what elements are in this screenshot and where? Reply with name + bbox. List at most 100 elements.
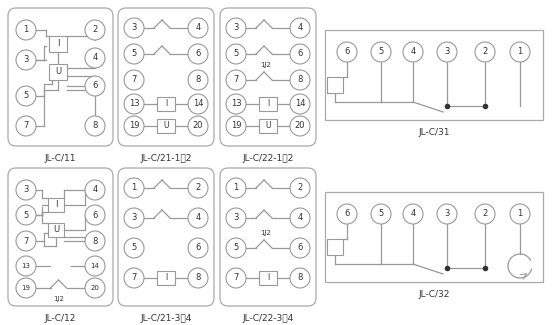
Text: 6: 6 [298, 243, 302, 253]
Text: 3: 3 [444, 210, 450, 218]
Text: 5: 5 [132, 49, 137, 58]
Text: 20: 20 [91, 285, 100, 291]
Bar [48, 198, 64, 212]
Text: 1J2: 1J2 [53, 296, 64, 302]
Circle shape [226, 178, 246, 198]
Circle shape [337, 42, 357, 62]
Circle shape [226, 268, 246, 288]
Circle shape [124, 94, 144, 114]
Text: 6: 6 [195, 49, 201, 58]
Text: 1: 1 [132, 184, 137, 192]
Text: U: U [265, 122, 271, 131]
Circle shape [124, 268, 144, 288]
Circle shape [290, 18, 310, 38]
Text: 1: 1 [518, 47, 523, 57]
FancyBboxPatch shape [118, 8, 214, 146]
FancyBboxPatch shape [8, 168, 113, 306]
Circle shape [85, 20, 105, 40]
FancyBboxPatch shape [220, 8, 316, 146]
Bar [325, 192, 543, 282]
Circle shape [290, 208, 310, 228]
Text: 2: 2 [482, 210, 488, 218]
Circle shape [290, 116, 310, 136]
Text: 14: 14 [193, 99, 204, 109]
Bar [49, 36, 67, 52]
Bar [327, 239, 343, 255]
Text: 7: 7 [233, 75, 239, 84]
Circle shape [226, 94, 246, 114]
Text: 6: 6 [195, 243, 201, 253]
FancyBboxPatch shape [220, 168, 316, 306]
Text: 4: 4 [410, 47, 416, 57]
Circle shape [124, 238, 144, 258]
Circle shape [85, 180, 105, 200]
Text: 1: 1 [23, 25, 29, 34]
Circle shape [16, 50, 36, 70]
Bar [259, 271, 277, 285]
Circle shape [16, 86, 36, 106]
Text: 14: 14 [295, 99, 305, 109]
Circle shape [226, 238, 246, 258]
Circle shape [290, 70, 310, 90]
Circle shape [226, 208, 246, 228]
Text: 5: 5 [23, 92, 29, 100]
Text: 13: 13 [22, 263, 30, 269]
Circle shape [226, 44, 246, 64]
Text: 4: 4 [92, 186, 98, 194]
Bar [327, 77, 343, 93]
Text: 7: 7 [233, 274, 239, 282]
Circle shape [16, 116, 36, 136]
Text: 19: 19 [22, 285, 30, 291]
Circle shape [16, 278, 36, 298]
Circle shape [16, 180, 36, 200]
Text: 8: 8 [195, 274, 201, 282]
Text: JL-C/31: JL-C/31 [418, 128, 450, 137]
Text: 5: 5 [233, 243, 239, 253]
Text: I: I [57, 40, 59, 48]
Text: U: U [55, 68, 61, 76]
Text: I: I [165, 274, 167, 282]
Text: 8: 8 [92, 122, 98, 131]
Circle shape [371, 204, 391, 224]
Text: 8: 8 [92, 237, 98, 245]
Circle shape [510, 42, 530, 62]
Circle shape [188, 116, 208, 136]
Text: 2: 2 [482, 47, 488, 57]
Circle shape [226, 116, 246, 136]
Circle shape [290, 44, 310, 64]
Circle shape [475, 204, 495, 224]
Bar [48, 223, 64, 237]
Circle shape [403, 204, 423, 224]
Text: 6: 6 [92, 211, 98, 219]
Text: 3: 3 [23, 56, 29, 64]
Text: 4: 4 [298, 23, 302, 32]
Text: 5: 5 [233, 49, 239, 58]
Text: 20: 20 [193, 122, 204, 131]
Bar [157, 271, 175, 285]
Text: 5: 5 [378, 47, 384, 57]
Circle shape [124, 208, 144, 228]
Circle shape [85, 116, 105, 136]
Text: I: I [165, 99, 167, 109]
Text: 6: 6 [345, 210, 349, 218]
Circle shape [290, 238, 310, 258]
Text: 3: 3 [131, 23, 137, 32]
FancyBboxPatch shape [8, 8, 113, 146]
Circle shape [290, 178, 310, 198]
Text: 19: 19 [129, 122, 139, 131]
Circle shape [371, 42, 391, 62]
Circle shape [188, 238, 208, 258]
Text: JL-C/12: JL-C/12 [45, 314, 76, 323]
Circle shape [85, 76, 105, 96]
Text: 4: 4 [195, 23, 201, 32]
Circle shape [16, 20, 36, 40]
Text: I: I [55, 200, 58, 209]
Text: JL-C/22-3，4: JL-C/22-3，4 [242, 314, 294, 323]
Circle shape [85, 48, 105, 68]
Circle shape [188, 94, 208, 114]
Circle shape [16, 205, 36, 225]
Circle shape [124, 70, 144, 90]
Text: 8: 8 [298, 75, 302, 84]
Text: 3: 3 [233, 23, 239, 32]
Circle shape [124, 116, 144, 136]
